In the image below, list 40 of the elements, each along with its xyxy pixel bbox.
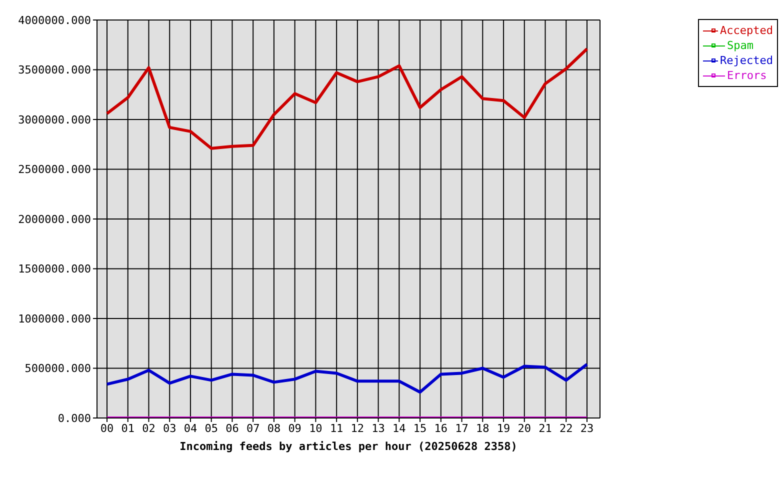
y-tick-label: 2000000.000: [18, 212, 91, 226]
x-tick-label: 23: [580, 422, 594, 435]
x-tick-label: 13: [372, 422, 385, 435]
legend-label: Accepted: [720, 24, 773, 37]
x-tick-label: 16: [434, 422, 448, 435]
y-tick-label: 1000000.000: [18, 312, 91, 326]
x-tick-label: 05: [204, 422, 218, 435]
x-tick-label: 19: [496, 422, 510, 435]
x-tick-label: 06: [226, 422, 239, 435]
x-tick-label: 07: [246, 422, 260, 435]
x-tick-label: 02: [142, 422, 156, 435]
x-tick-label: 15: [413, 422, 427, 435]
y-tick-label: 0.000: [58, 412, 91, 425]
x-tick-label: 04: [184, 422, 198, 435]
legend-label: Spam: [727, 39, 754, 52]
y-tick-label: 1500000.000: [18, 262, 91, 276]
legend-label: Rejected: [720, 54, 773, 67]
line-series: [106, 47, 588, 150]
line-series: [106, 362, 588, 394]
y-tick-label: 4000000.000: [18, 14, 91, 27]
x-tick-label: 11: [330, 422, 344, 435]
x-tick-label: 12: [350, 422, 364, 435]
x-tick-label: 00: [100, 422, 114, 435]
x-tick-label: 17: [455, 422, 468, 435]
x-tick-label: 22: [560, 422, 573, 435]
y-tick-label: 3500000.000: [18, 64, 91, 77]
x-tick-label: 01: [121, 422, 134, 435]
x-axis-title: Incoming feeds by articles per hour (20250628 2358): [180, 440, 518, 453]
legend-label: Errors: [727, 69, 767, 82]
x-tick-label: 09: [288, 422, 302, 435]
x-tick-label: 20: [518, 422, 532, 435]
x-tick-label: 14: [392, 422, 406, 435]
x-tick-label: 21: [538, 422, 552, 435]
y-tick-label: 500000.000: [24, 362, 91, 376]
y-tick-label: 3000000.000: [18, 113, 91, 126]
x-tick-label: 08: [267, 422, 281, 435]
y-tick-label: 2500000.000: [18, 163, 91, 176]
x-tick-label: 03: [162, 422, 176, 435]
x-tick-label: 18: [476, 422, 490, 435]
x-tick-label: 10: [309, 422, 322, 435]
